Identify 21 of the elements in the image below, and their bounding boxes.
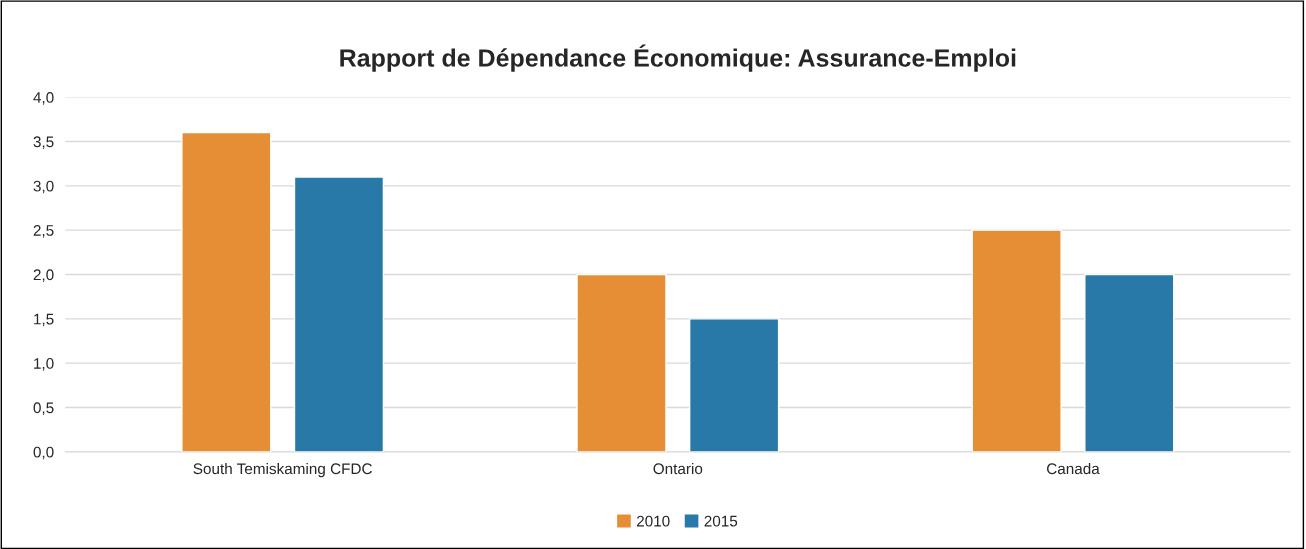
- y-tick-label: 2,0: [33, 269, 54, 282]
- y-tick-label: 3,0: [33, 180, 54, 194]
- legend-label: 2015: [704, 515, 738, 527]
- y-tick-label: 1,0: [34, 358, 54, 371]
- bar: [688, 318, 780, 452]
- y-tick-label: 0,0: [33, 446, 54, 460]
- bar: [181, 131, 272, 452]
- legend-label: 2010: [636, 515, 670, 527]
- bar: [293, 176, 385, 452]
- y-tick-label: 4,0: [33, 92, 54, 105]
- x-tick-label: Canada: [1047, 462, 1100, 475]
- y-tick-label: 2,5: [33, 225, 54, 238]
- y-tick-label: 0,5: [33, 402, 54, 415]
- x-tick-label: South Temiskaming CFDC: [193, 462, 372, 478]
- x-tick-label: Ontario: [653, 462, 703, 475]
- y-tick-label: 1,5: [34, 313, 54, 327]
- bar: [1084, 273, 1175, 452]
- bar: [576, 273, 667, 452]
- chart-title: Rapport de Dépendance Économique: Assurance-Emploi: [340, 44, 1016, 72]
- y-tick-label: 3,5: [33, 136, 54, 149]
- bar: [971, 229, 1062, 452]
